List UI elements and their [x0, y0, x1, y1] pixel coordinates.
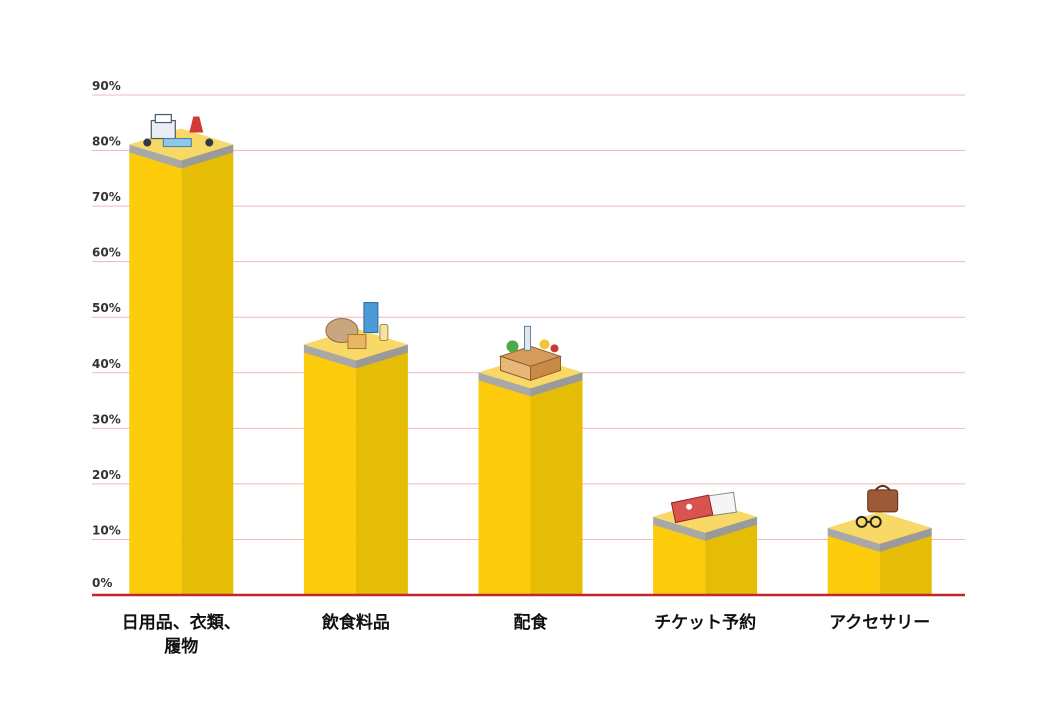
- bar: [129, 113, 234, 596]
- y-tick-label: 90%: [92, 79, 121, 93]
- food-products-icon: [325, 302, 389, 350]
- bar-face-left: [129, 150, 182, 596]
- x-category-label: チケット予約: [654, 612, 756, 633]
- bar-face-right: [530, 378, 583, 595]
- y-tick-label: 20%: [92, 468, 121, 482]
- bar-face-right: [181, 150, 234, 596]
- y-tick-label: 40%: [92, 357, 121, 371]
- y-tick-label: 10%: [92, 523, 121, 537]
- bar-cap-rim: [879, 527, 932, 552]
- grocery-box-icon: [498, 325, 563, 382]
- bar: [827, 484, 932, 595]
- x-category-label: アクセサリー: [829, 613, 930, 633]
- accessories-icon: [855, 484, 899, 528]
- bar: [653, 491, 758, 595]
- bar-face-left: [478, 378, 531, 595]
- bar-face-left: [303, 350, 356, 595]
- bar-cap-rim: [530, 372, 583, 397]
- bar-cap-rim: [303, 344, 356, 369]
- grid-lines: [92, 94, 965, 540]
- bar: [303, 302, 408, 595]
- ticket-icon: [670, 491, 737, 524]
- y-tick-label: 30%: [92, 412, 121, 426]
- y-tick-label: 80%: [92, 135, 121, 149]
- y-tick-label: 0%: [92, 576, 112, 590]
- bar-cap-rim: [129, 144, 182, 169]
- y-axis-ticks: 0% 10% 20% 30% 40% 50% 60% 70% 80% 90%: [92, 79, 121, 590]
- bar-cap-rim: [355, 344, 408, 369]
- bar-cap-rim: [653, 516, 706, 541]
- bar-cap-rim: [181, 144, 234, 169]
- bars: [129, 113, 932, 596]
- y-tick-label: 60%: [92, 246, 121, 260]
- category-labels: 日用品、衣類、履物 飲食料品 配食 チケット予約 アクセサリー: [122, 612, 930, 657]
- household-goods-icon: [143, 113, 214, 148]
- bar-cap-rim: [478, 372, 531, 397]
- bar-cap-rim: [705, 516, 758, 541]
- x-category-label: 飲食料品: [321, 612, 390, 633]
- bar-cap-top: [827, 511, 932, 544]
- x-category-label: 配食: [514, 612, 549, 633]
- y-tick-label: 70%: [92, 190, 121, 204]
- y-tick-label: 50%: [92, 301, 121, 315]
- bar-face-right: [355, 350, 408, 595]
- x-category-label: 日用品、衣類、履物: [122, 612, 241, 657]
- bar-cap-rim: [827, 527, 880, 552]
- bar: [478, 325, 583, 595]
